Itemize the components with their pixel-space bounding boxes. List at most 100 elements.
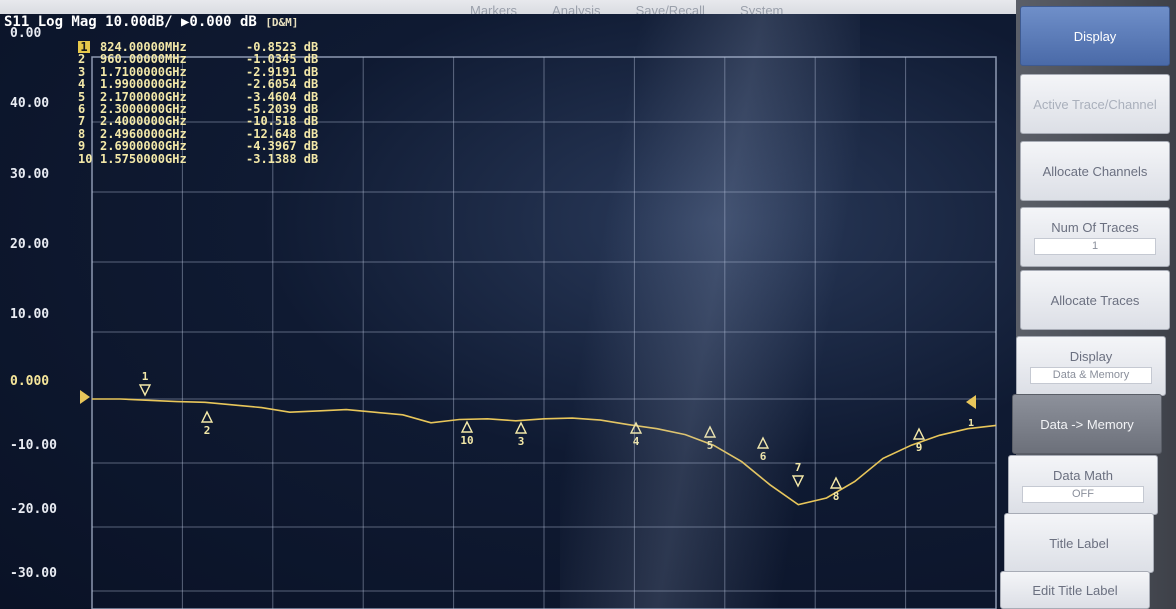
softkey-label: Display: [1069, 348, 1113, 364]
softkey-label: Edit Title Label: [1032, 582, 1118, 598]
marker-flag: 1: [138, 370, 152, 397]
trace-title: S11 Log Mag 10.00dB/ ▶0.000 dB [D&M]: [4, 14, 298, 30]
marker-flag: 9: [912, 427, 926, 454]
y-label-ref: 0.000: [10, 374, 50, 389]
marker-triangle: [514, 421, 528, 434]
marker-triangle: [756, 436, 770, 449]
softkey-display[interactable]: Display Data & Memory: [1016, 336, 1166, 396]
marker-number: 8: [78, 126, 86, 141]
marker-triangle: [912, 427, 926, 440]
marker-flag-label: 4: [633, 435, 640, 448]
analyzer-screen: 1 2 3 4 5 6 7 8 9 10 1 S11 Log Mag 10.00dB/ ▶0.00…: [0, 14, 1016, 609]
marker-flag: 7: [791, 461, 805, 488]
marker-flag: 2: [200, 410, 214, 437]
marker-flag-label: 2: [204, 424, 211, 437]
marker-frequency: 1.5750000GHz: [100, 151, 187, 166]
marker-frequency: 1.9900000GHz: [100, 77, 187, 92]
marker-row: 1 824.00000MHz -0.8523 dB: [78, 41, 318, 53]
softkey-edit-title-label[interactable]: Edit Title Label: [1000, 571, 1150, 609]
marker-flag: 4: [629, 421, 643, 448]
marker-number: 5: [78, 89, 86, 104]
softkey-data-math[interactable]: Data Math OFF: [1008, 455, 1158, 515]
trace-group: [92, 398, 997, 506]
marker-number: 7: [78, 114, 86, 129]
marker-frequency: 2.4960000GHz: [100, 126, 187, 141]
marker-flag-label: 5: [707, 439, 714, 452]
softkey-data-memory[interactable]: Data -> Memory: [1012, 394, 1162, 454]
marker-flag: 10: [460, 420, 474, 447]
trace-end-label: 1: [968, 418, 974, 429]
marker-frequency: 960.00000MHz: [100, 52, 187, 67]
softkey-label: Num Of Traces: [1051, 219, 1139, 235]
marker-triangle: [629, 421, 643, 434]
marker-flags: 1 2 3 4 5 6 7 8 9 10: [138, 370, 926, 503]
y-label-10: 10.00: [10, 307, 50, 322]
marker-flag-label: 10: [460, 434, 473, 447]
marker-triangle: [829, 476, 843, 489]
marker-value: -2.9191 dB: [246, 64, 319, 79]
marker-number: 1: [78, 41, 90, 53]
trace-tag: [D&M]: [265, 16, 299, 29]
marker-value: -4.3967 dB: [246, 139, 319, 154]
marker-row: 3 1.7100000GHz -2.9191 dB: [78, 64, 319, 79]
marker-value: -1.0345 dB: [246, 52, 319, 67]
marker-row: 7 2.4000000GHz -10.518 dB: [78, 114, 319, 129]
trace-title-text: S11 Log Mag 10.00dB/ ▶0.000 dB: [4, 14, 257, 30]
y-label-30: 30.00: [10, 167, 50, 182]
softkey-label: Active Trace/Channel: [1033, 96, 1157, 112]
softkey-label: Allocate Channels: [1042, 163, 1148, 179]
softkey-value-field: OFF: [1022, 485, 1144, 503]
marker-triangle: [138, 384, 152, 397]
marker-number: 6: [78, 101, 86, 116]
softkey-allocate-channels[interactable]: Allocate Channels: [1020, 141, 1170, 201]
marker-triangle: [703, 425, 717, 438]
marker-row: 9 2.6900000GHz -4.3967 dB: [78, 139, 319, 154]
softkey-title-label[interactable]: Title Label: [1004, 513, 1154, 573]
marker-value: -2.6054 dB: [246, 77, 319, 92]
softkey-num-of-traces[interactable]: Num Of Traces 1: [1020, 207, 1170, 267]
marker-triangle: [460, 420, 474, 433]
marker-table: 1 824.00000MHz -0.8523 dB 2 960.00000MHz -1.0…: [78, 41, 318, 165]
softkey-value-field: 1: [1034, 237, 1156, 255]
marker-row: 5 2.1700000GHz -3.4604 dB: [78, 89, 318, 104]
y-label-top: 0.00: [10, 26, 42, 41]
y-label-20: 20.00: [10, 237, 50, 252]
y-label-m30: -30.00: [10, 566, 57, 581]
marker-flag-label: 7: [795, 461, 802, 474]
softkey-label: Data Math: [1053, 467, 1113, 483]
marker-flag: 8: [829, 476, 843, 503]
marker-value: -12.648 dB: [246, 126, 319, 141]
marker-value: -10.518 dB: [246, 114, 319, 129]
softkey-label: Title Label: [1049, 535, 1109, 551]
softkey-label: Allocate Traces: [1050, 292, 1140, 308]
y-label-m10: -10.00: [10, 438, 57, 453]
marker-number: 3: [78, 64, 86, 79]
softkey-display[interactable]: Display: [1020, 6, 1170, 66]
ref-arrow-right: [966, 395, 976, 409]
marker-row: 10 1.5750000GHz -3.1388 dB: [78, 151, 318, 166]
softkey-active-trace-channel[interactable]: Active Trace/Channel: [1020, 74, 1170, 134]
marker-frequency: 2.4000000GHz: [100, 114, 187, 129]
marker-frequency: 2.6900000GHz: [100, 139, 187, 154]
marker-triangle: [791, 475, 805, 488]
marker-frequency: 1.7100000GHz: [100, 64, 187, 79]
y-label-m20: -20.00: [10, 502, 57, 517]
marker-flag: 3: [514, 421, 528, 448]
marker-flag-label: 6: [760, 450, 767, 463]
ref-arrow-left: [80, 390, 90, 404]
marker-row: 8 2.4960000GHz -12.648 dB: [78, 126, 319, 141]
marker-number: 9: [78, 139, 86, 154]
marker-flag: 5: [703, 425, 717, 452]
trace-line: [92, 398, 997, 506]
softkey-allocate-traces[interactable]: Allocate Traces: [1020, 270, 1170, 330]
marker-flag-label: 3: [518, 435, 525, 448]
marker-number: 10: [78, 151, 93, 166]
marker-frequency: 2.1700000GHz: [100, 89, 187, 104]
y-label-40: 40.00: [10, 96, 50, 111]
marker-frequency: 824.00000MHz: [100, 40, 187, 54]
marker-row: 2 960.00000MHz -1.0345 dB: [78, 52, 319, 67]
marker-flag-label: 8: [833, 490, 840, 503]
marker-flag: 6: [756, 436, 770, 463]
grid-border: [91, 56, 997, 609]
